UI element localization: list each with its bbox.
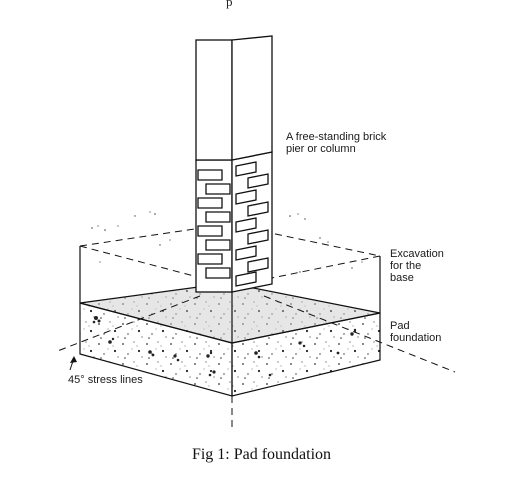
pier-label-line-2: pier or column (286, 143, 356, 155)
figure-caption: Fig 1: Pad foundation (191, 446, 332, 463)
pier-label-line-1: A free-standing brick (286, 131, 387, 143)
pad-label-line-2: foundation (390, 332, 442, 344)
ground-texture (91, 211, 363, 273)
stress-lines-label: 45° stress lines (68, 374, 143, 386)
cropped-text-fragment: p (226, 0, 233, 9)
stress-arrow (69, 356, 77, 371)
excavation-label-line-2: for the (390, 260, 422, 272)
stress-lines (54, 295, 456, 430)
brick-pier (195, 35, 273, 293)
excavation-label-line-3: base (390, 272, 414, 284)
pad-label-line-1: Pad (390, 320, 410, 332)
excavation-label-line-1: Excavation (390, 248, 444, 260)
